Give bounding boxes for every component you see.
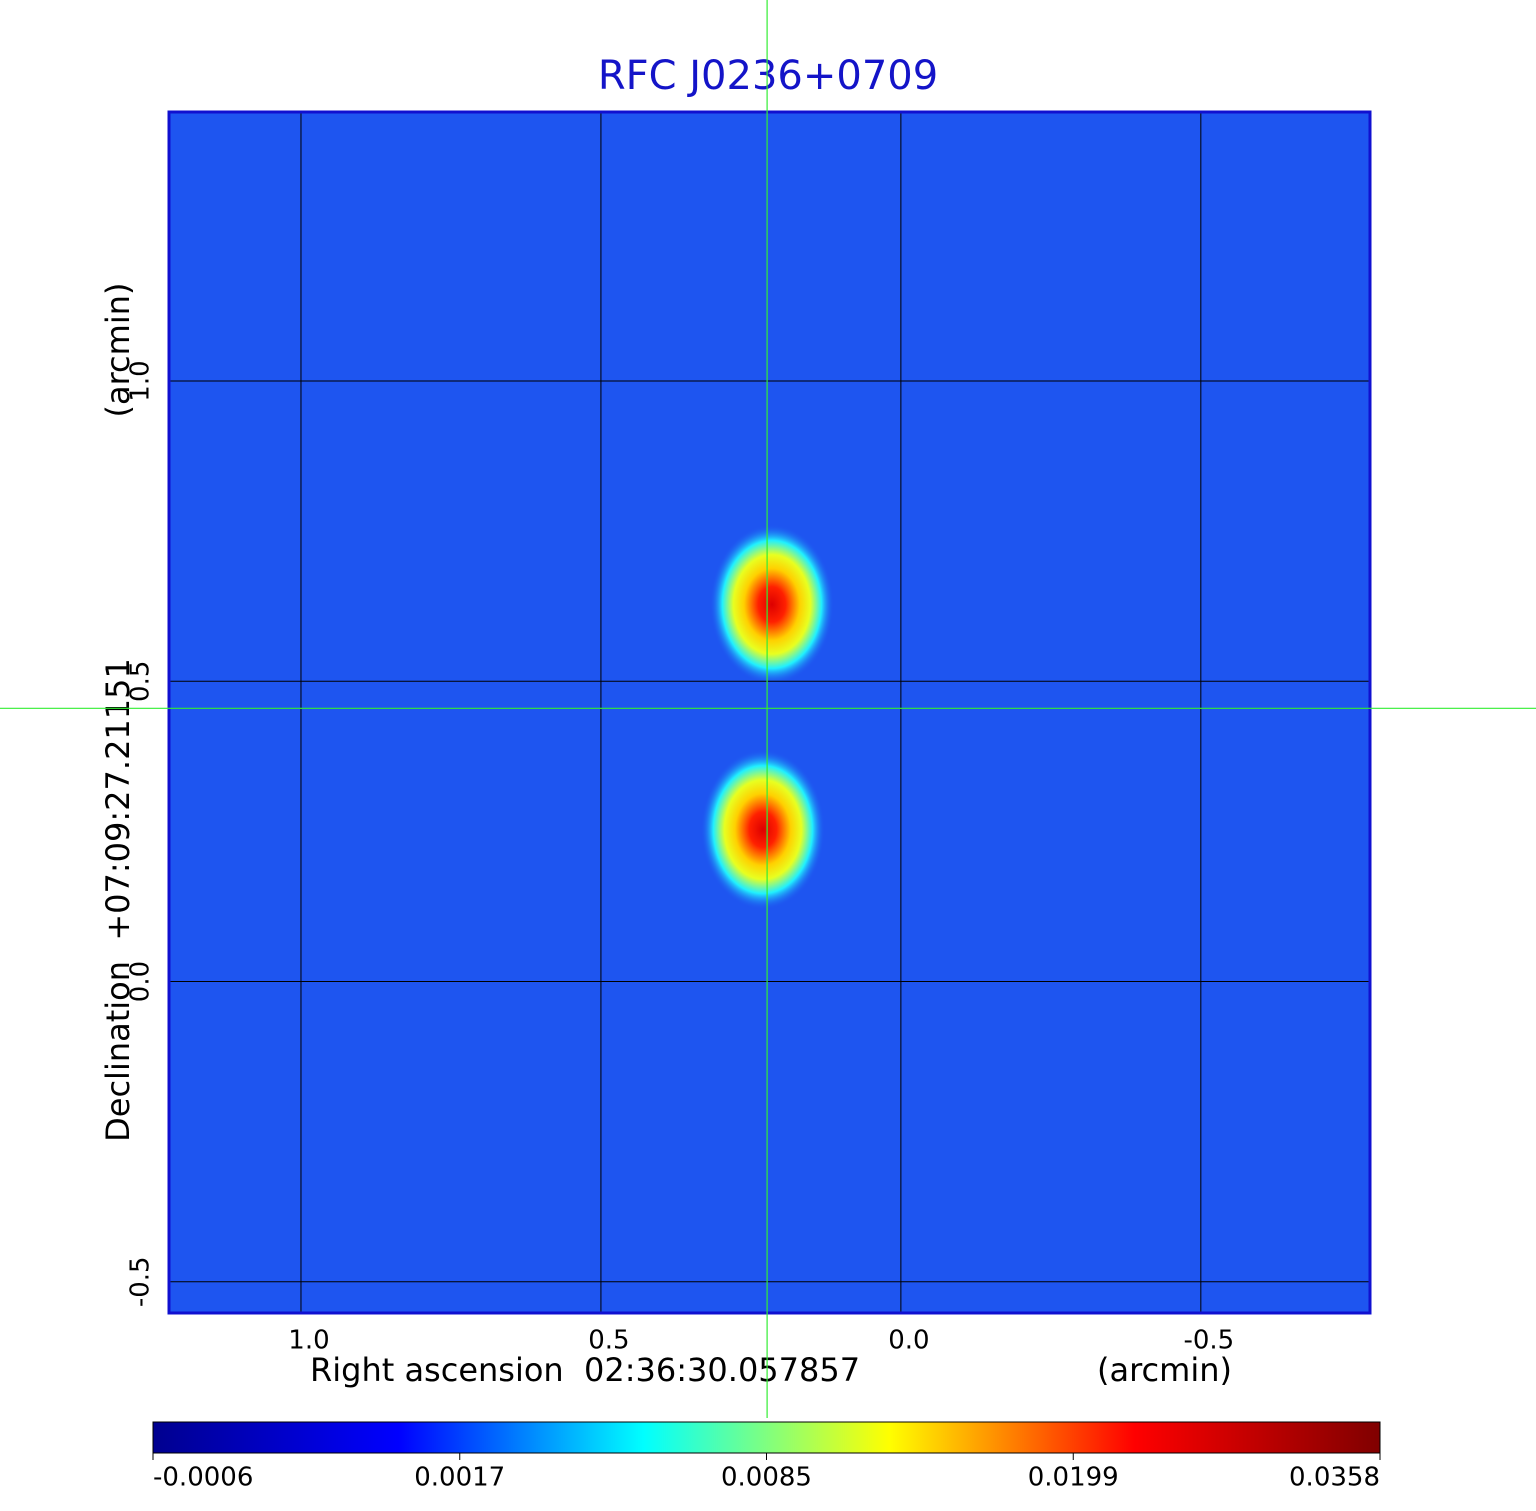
y-tick-label: 0.0	[126, 961, 156, 1002]
chart-title: RFC J0236+0709	[598, 53, 938, 99]
source	[709, 524, 834, 685]
colorbar-tick-label: 0.0199	[1028, 1463, 1119, 1493]
x-tick-label: 0.5	[588, 1326, 629, 1356]
y-axis-label: Declination +07:09:27.21151	[99, 658, 137, 1142]
colorbar-tick-label: 0.0017	[414, 1463, 505, 1493]
x-tick-label: -0.5	[1183, 1326, 1234, 1356]
source	[700, 749, 825, 910]
image-background	[169, 112, 1370, 1313]
y-tick-label: 1.0	[126, 360, 156, 401]
colorbar-tick-label: 0.0085	[721, 1463, 812, 1493]
x-axis-unit: (arcmin)	[1097, 1351, 1232, 1389]
plot-border	[167, 110, 1372, 1315]
y-axis-unit: (arcmin)	[99, 283, 137, 418]
y-tick-label: 0.5	[126, 661, 156, 702]
colorbar-tick-label: -0.0006	[153, 1463, 253, 1493]
x-tick-label: 0.0	[888, 1326, 929, 1356]
x-tick-label: 1.0	[288, 1326, 329, 1356]
x-axis-label: Right ascension 02:36:30.057857	[310, 1351, 860, 1389]
y-tick-label: -0.5	[126, 1256, 156, 1307]
colorbar-tick-label: 0.0358	[1289, 1463, 1380, 1493]
colorbar	[152, 1421, 1381, 1454]
